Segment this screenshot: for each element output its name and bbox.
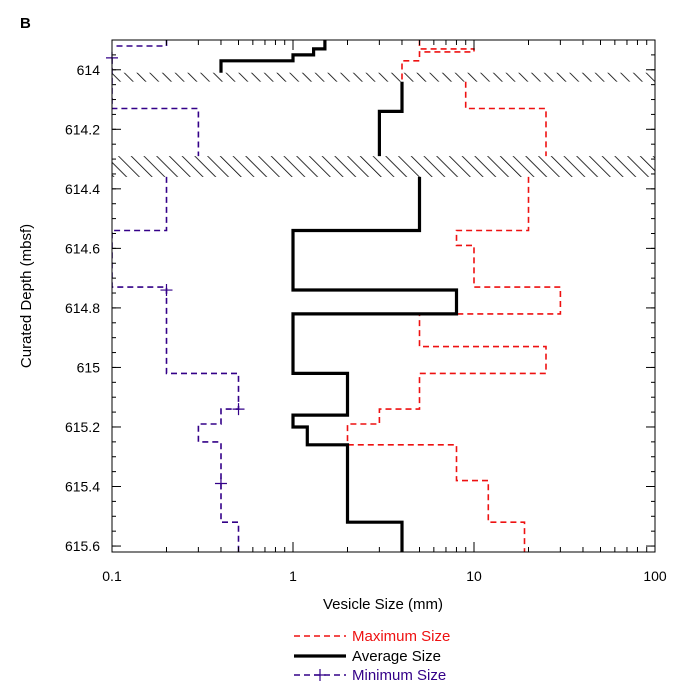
series-maximum-size-line [346,176,562,552]
y-tick-label: 615.2 [65,419,100,435]
legend-label-average: Average Size [352,648,441,665]
y-tick-label: 614.6 [65,240,100,256]
legend-label-minimum: Minimum Size [352,667,446,684]
x-tick-label: 1 [289,568,297,584]
plot-frame [111,39,656,553]
series-minimum-size-line [112,40,168,47]
y-tick-label: 614.2 [65,121,100,137]
y-tick-label: 615 [77,359,101,375]
legend: Maximum Size Average Size Minimum Size [294,628,450,684]
y-tick-label: 615.6 [65,538,100,554]
series-minimum-size-line [112,57,200,157]
series-average-size-line [291,176,459,552]
panel-label: B [20,15,31,32]
series-maximum-size-line [401,40,475,82]
legend-label-maximum: Maximum Size [352,628,450,645]
series-marker-plus [232,403,245,416]
legend-marker-minimum [314,669,326,681]
series-marker-plus [160,284,173,297]
x-tick-label: 100 [643,568,667,584]
x-axis-title: Vesicle Size (mm) [323,596,443,613]
hatched-interval-0 [112,72,655,82]
series-average-size-line [377,81,404,157]
series-maximum-size-line [464,81,547,157]
y-tick-label: 615.4 [65,479,100,495]
x-tick-label: 10 [466,568,482,584]
series-average-size-line [219,40,327,73]
y-axis-title: Curated Depth (mbsf) [18,224,35,368]
x-tick-label: 0.1 [102,568,122,584]
y-tick-label: 614.8 [65,300,100,316]
series-marker-plus [214,477,227,490]
series-minimum-size-line [112,176,240,552]
y-tick-label: 614 [77,62,101,78]
y-tick-label: 614.4 [65,181,100,197]
hatched-interval-1 [112,156,655,177]
